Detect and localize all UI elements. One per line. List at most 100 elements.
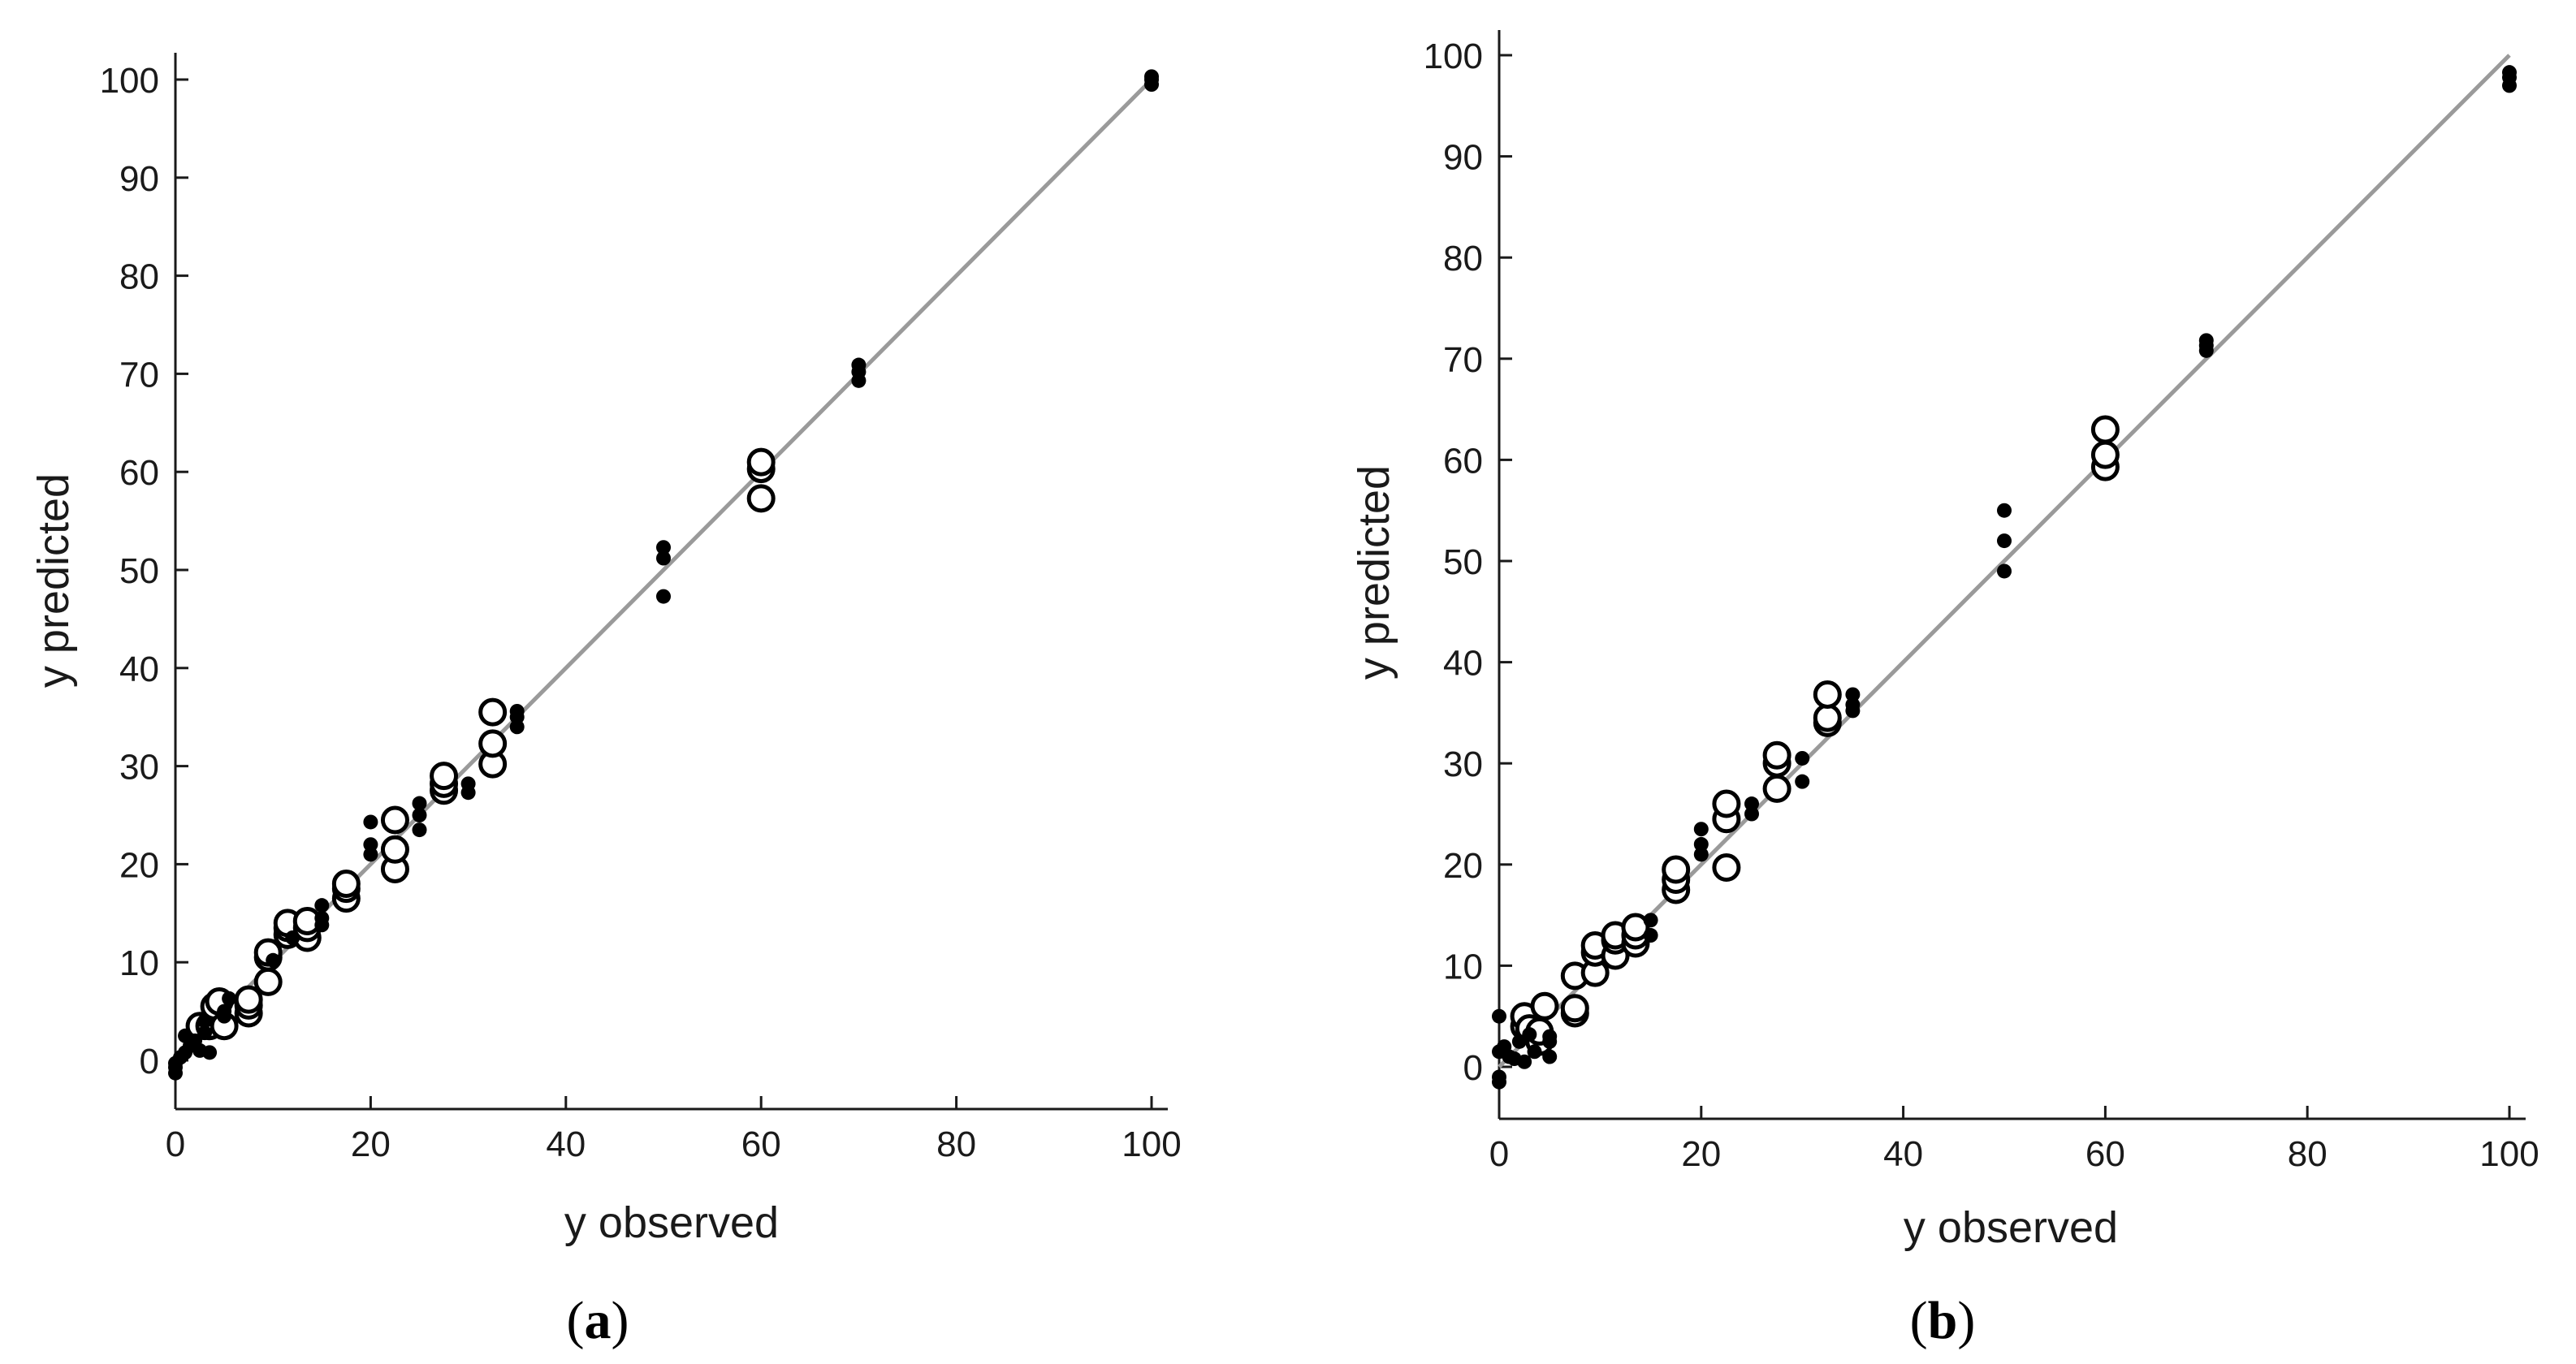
filled-dot-point [1643, 928, 1658, 943]
filled-dot-point [266, 952, 281, 968]
x-axis-label: y observed [564, 1198, 779, 1247]
open-circle-point [1712, 853, 1741, 883]
y-tick-label: 70 [1443, 340, 1483, 380]
filled-dot-point [1643, 913, 1658, 928]
filled-dot-point [509, 703, 525, 719]
x-tick-label: 100 [1122, 1124, 1181, 1164]
y-tick-label: 50 [1443, 542, 1483, 582]
filled-dot-point [363, 814, 378, 830]
x-tick-label: 60 [2085, 1134, 2125, 1174]
filled-dot-point [412, 796, 427, 811]
open-circle-point [253, 967, 283, 996]
filled-dot-point [1997, 563, 2012, 579]
y-tick-label: 0 [140, 1042, 159, 1081]
filled-dot-point [1997, 503, 2012, 518]
y-tick-label: 100 [100, 61, 159, 101]
y-tick-label: 0 [1463, 1048, 1483, 1088]
filled-dot-point [656, 589, 671, 604]
open-circle-point [2090, 440, 2120, 469]
x-tick-label: 20 [351, 1124, 391, 1164]
open-circle-point [1621, 913, 1650, 942]
y-tick-label: 20 [1443, 846, 1483, 886]
open-circle-point [331, 870, 361, 899]
y-axis-label: y predicted [1350, 465, 1398, 680]
open-circle-point [1560, 994, 1589, 1023]
open-circle-point [234, 985, 263, 1014]
y-tick-label: 80 [1443, 239, 1483, 278]
filled-dot-point [1144, 69, 1159, 84]
filled-dot-point [656, 550, 671, 566]
open-circle-point [1762, 774, 1792, 803]
open-circle-point [478, 697, 508, 727]
filled-dot-point [202, 1045, 218, 1060]
filled-dot-point [656, 540, 671, 555]
panel-a: 0 20 40 60 80 100 0 10 20 30 40 50 60 70 80 90 100 y obs… [29, 53, 1182, 1350]
open-circle-point [746, 447, 776, 477]
open-circle-point [478, 729, 508, 758]
y-axis-label: y predicted [29, 473, 78, 688]
filled-dot-point [1693, 836, 1709, 852]
open-circle-point [1813, 680, 1842, 709]
filled-dot-point [197, 1013, 213, 1029]
filled-dot-point [1795, 750, 1810, 766]
open-circle-point [1762, 740, 1792, 770]
filled-dot-point [1693, 822, 1709, 837]
y-tick-label: 20 [119, 845, 159, 885]
filled-dot-point [1492, 1069, 1506, 1085]
x-tick-label: 100 [2479, 1134, 2539, 1174]
open-circle-point [380, 835, 409, 864]
open-circle-point [430, 762, 459, 791]
filled-dot-point [412, 822, 427, 838]
filled-dot-point [851, 357, 867, 373]
filled-dot-point [197, 1025, 213, 1041]
filled-dot-point [1492, 1008, 1506, 1024]
x-tick-label: 80 [936, 1124, 976, 1164]
y-tick-label: 80 [119, 257, 159, 297]
filled-dot-point [2198, 333, 2214, 348]
y-tick-label: 60 [1443, 441, 1483, 481]
filled-dot-point [363, 837, 378, 852]
filled-dot-point [412, 808, 427, 822]
filled-dot-point [1744, 796, 1759, 812]
series-layer [1492, 65, 2517, 1090]
ticks-layer: 0 20 40 60 80 100 0 10 20 30 40 50 60 70 80 90 100 [100, 61, 1182, 1164]
y-tick-label: 90 [119, 159, 159, 199]
y-tick-label: 10 [1443, 947, 1483, 986]
filled-dot-point [1542, 1029, 1558, 1044]
filled-dot-point [1522, 1027, 1537, 1042]
panel-label: (b) [1910, 1291, 1976, 1350]
filled-dot-point [2502, 65, 2517, 80]
ticks-layer: 0 20 40 60 80 100 0 10 20 30 40 50 60 70 80 90 100 [1424, 37, 2539, 1174]
x-tick-label: 0 [166, 1124, 185, 1164]
panel-b: 0 20 40 60 80 100 0 10 20 30 40 50 60 70 80 90 100 y obs… [1350, 30, 2539, 1350]
open-circle-point [746, 484, 776, 513]
filled-dot-point [460, 776, 476, 792]
filled-dot-point [1693, 847, 1709, 862]
filled-dot-point [1744, 806, 1759, 822]
filled-dot-point [1845, 687, 1861, 702]
y-tick-label: 30 [1443, 745, 1483, 784]
open-circle-point [1712, 789, 1741, 818]
filled-dot-point [314, 910, 330, 926]
y-tick-label: 100 [1424, 37, 1483, 76]
filled-dot-point [1542, 1049, 1558, 1064]
x-axis-label: y observed [1904, 1203, 2118, 1252]
filled-dot-point [1517, 1054, 1532, 1069]
panel-label: (a) [567, 1291, 629, 1350]
y-tick-label: 10 [119, 943, 159, 983]
filled-dot-point [1845, 697, 1861, 712]
x-tick-label: 40 [546, 1124, 586, 1164]
open-circle-point [380, 805, 409, 835]
panel-letter: a [585, 1291, 612, 1350]
open-circle-point [1530, 991, 1559, 1021]
y-tick-label: 50 [119, 551, 159, 591]
y-tick-label: 30 [119, 748, 159, 788]
filled-dot-point [285, 930, 300, 945]
y-tick-label: 40 [1443, 644, 1483, 684]
filled-dot-point [1527, 1044, 1542, 1060]
x-tick-label: 80 [2288, 1134, 2327, 1174]
series-layer [168, 69, 1159, 1081]
open-circle-point [1662, 855, 1691, 884]
x-tick-label: 40 [1883, 1134, 1923, 1174]
